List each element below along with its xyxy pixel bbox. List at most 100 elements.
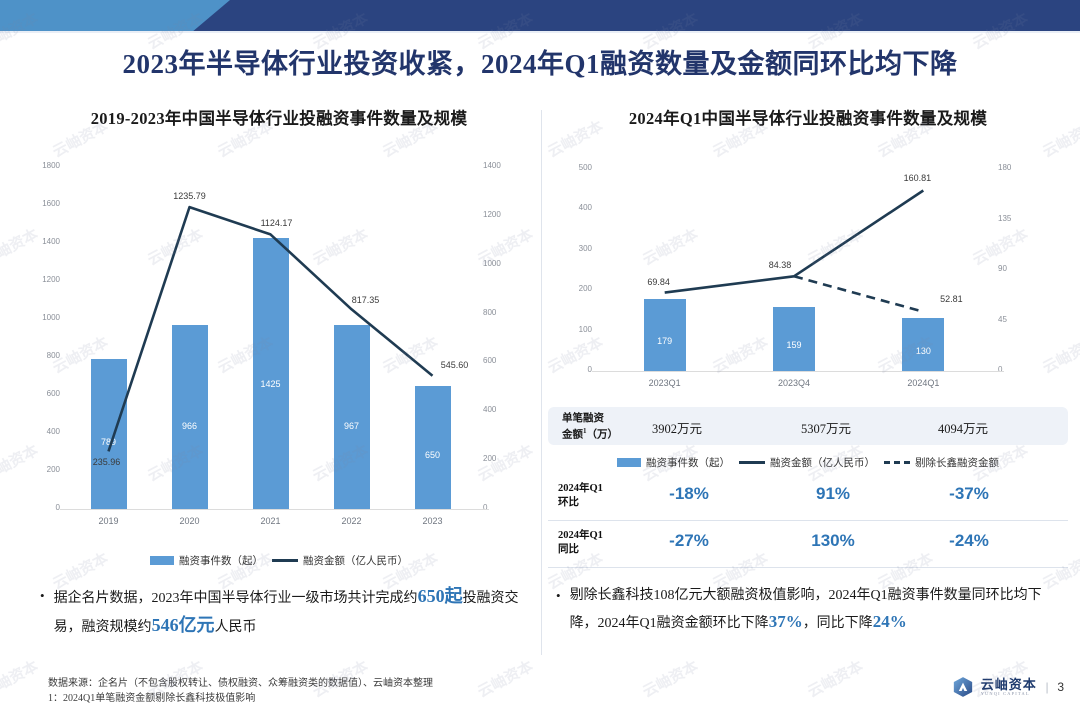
line-value-label: 69.84 [647, 276, 670, 287]
y-axis-right-tick: 800 [483, 307, 497, 317]
row-label-line1: 2024年Q1 [558, 483, 603, 494]
left-chart: 0 200 400 600 800 1000 1200 1400 1600 1800 0 200 400… [18, 147, 523, 547]
brand-separator: | [1045, 679, 1049, 694]
x-axis-tick: 2023Q1 [648, 378, 681, 388]
x-axis-line [60, 509, 489, 510]
bullet-text-pre: 据企名片数据，2023年中国半导体行业一级市场共计完成约 [53, 591, 418, 606]
dashed-line-swatch-icon [884, 461, 910, 464]
y-axis-right-tick: 90 [998, 264, 1007, 273]
cell-qoq-adjusted: -37% [949, 484, 989, 503]
bar-2019 [90, 359, 127, 509]
bullet-text: 据企名片数据，2023年中国半导体行业一级市场共计完成约650起投融资交易，融资… [54, 583, 540, 641]
y-axis-left-tick: 1200 [42, 275, 60, 284]
legend-item-bar: 融资事件数（起） [617, 455, 730, 470]
line-swatch-icon [272, 559, 298, 562]
row-label-line2: 环比 [558, 497, 579, 508]
bullet-text-mid: ，同比下降 [802, 616, 873, 631]
x-axis-tick: 2023Q4 [777, 378, 811, 388]
bullet-highlight-1: 650起 [417, 586, 463, 606]
cell-yoy-events: -27% [669, 531, 709, 550]
dashed-line-path [793, 275, 924, 313]
y-axis-left-tick: 800 [46, 351, 60, 360]
brand-block: 云岫资本 YUNQI CAPITAL | 3 [952, 676, 1064, 698]
y-axis-left-tick: 400 [578, 203, 592, 213]
right-chart: 0 100 200 300 400 500 0 45 90 135 180 179 159 130 69.8… [548, 147, 1048, 399]
bullet-text: 剔除长鑫科技108亿元大额融资极值影响，2024年Q1融资事件数量同环比均下降，… [570, 583, 1061, 637]
summary-value-2023q1: 3902万元 [652, 422, 703, 436]
y-axis-right-tick: 180 [998, 163, 1012, 172]
bullet-text-mid: 投融资交易，融资规模约 [53, 591, 519, 635]
bar-2023 [414, 385, 451, 509]
bullet-item: • 据企名片数据，2023年中国半导体行业一级市场共计完成约650起投融资交易，… [40, 583, 540, 641]
y-axis-left-tick: 200 [46, 465, 60, 474]
y-axis-right-tick: 200 [483, 454, 497, 464]
line-value-label: 52.81 [940, 293, 963, 304]
summary-label-line1: 单笔融资 [562, 413, 604, 424]
bar-2020 [171, 325, 208, 509]
bar-value-label: 130 [915, 345, 931, 356]
left-chart-legend: 融资事件数（起） 融资金额（亿人民币） [18, 553, 540, 568]
y-axis-right-tick: 600 [483, 356, 497, 366]
line-value-label: 1235.79 [173, 191, 206, 202]
line-value-label: 160.81 [903, 172, 932, 183]
y-axis-right-tick: 1200 [483, 209, 501, 219]
summary-label-line2: 金额 [562, 429, 583, 441]
cell-qoq-events: -18% [669, 484, 709, 503]
y-axis-left-tick: 500 [578, 163, 592, 172]
line-value-label: 84.38 [768, 260, 792, 271]
line-value-label: 817.35 [351, 295, 380, 306]
right-bullet-block: • 剔除长鑫科技108亿元大额融资极值影响，2024年Q1融资事件数量同环比均下… [556, 583, 1061, 637]
ratio-table-wrap: 2024年Q1 环比 -18% 91% -37% 2024年Q1 同比 -27%… [548, 474, 1068, 570]
left-bullet-block: • 据企名片数据，2023年中国半导体行业一级市场共计完成约650起投融资交易，… [40, 583, 540, 641]
line-value-label: 1124.17 [260, 218, 293, 229]
y-axis-right-tick: 0 [998, 365, 1003, 374]
line-value-label: 235.96 [92, 457, 121, 468]
page-title: 2023年半导体行业投资收紧，2024年Q1融资数量及金额同环比均下降 [122, 49, 958, 79]
legend-item-line: 融资金额（亿人民币） [272, 553, 408, 568]
summary-band-wrap: 单笔融资 金额1（万） 3902万元 5307万元 4094万元 [548, 407, 1068, 451]
banner-underline [0, 31, 1080, 33]
left-panel: 2019-2023年中国半导体行业投融资事件数量及规模 0 200 400 600 80… [18, 105, 540, 568]
bar-swatch-icon [617, 458, 641, 467]
bullet-highlight-1: 37% [768, 612, 803, 631]
brand-subtitle: YUNQI CAPITAL [980, 690, 1030, 696]
table-row: 2024年Q1 环比 -18% 91% -37% [548, 474, 1068, 521]
y-axis-right-tick: 1000 [483, 258, 501, 268]
x-axis-tick: 2021 [260, 516, 281, 526]
y-axis-left-tick: 1400 [42, 237, 60, 246]
footer-source: 数据来源：企名片（不包含股权转让、债权融资、众筹融资类的数据值）、云岫资本整理 … [48, 676, 668, 706]
bullet-marker: • [556, 588, 561, 603]
bar-value-label: 789 [100, 437, 117, 448]
legend-label: 融资金额（亿人民币） [770, 458, 875, 469]
line-series-layer [664, 189, 925, 313]
watermark-text: 云岫资本 [805, 658, 866, 701]
y-axis-right-tick: 135 [998, 213, 1012, 223]
bar-2022 [333, 325, 370, 509]
bullet-text-post: 人民币 [214, 620, 257, 635]
line-value-label: 545.60 [440, 359, 469, 370]
footer-line-1: 数据来源：企名片（不包含股权转让、债权融资、众筹融资类的数据值）、云岫资本整理 [48, 678, 433, 689]
y-axis-left-tick: 1800 [42, 161, 60, 170]
bar-value-label: 179 [657, 336, 673, 347]
cell-qoq-amount: 91% [815, 484, 851, 503]
header-banner [0, 0, 1080, 33]
bar-2021 [252, 238, 289, 509]
bar-2024Q1 [902, 318, 945, 371]
bullet-highlight-2: 24% [872, 612, 907, 631]
bar-value-label: 1425 [260, 379, 281, 390]
right-chart-title: 2024年Q1中国半导体行业投融资事件数量及规模 [628, 109, 988, 128]
line-series-layer [107, 205, 434, 452]
legend-label: 融资金额（亿人民币） [303, 556, 408, 567]
left-chart-title: 2019-2023年中国半导体行业投融资事件数量及规模 [90, 109, 468, 128]
right-chart-legend: 融资事件数（起） 融资金额（亿人民币） 剔除长鑫融资金额 [548, 455, 1068, 470]
y-axis-left-tick: 0 [587, 365, 592, 374]
x-axis-tick: 2020 [179, 516, 200, 526]
bar-value-label: 966 [181, 420, 198, 431]
banner-light-band [0, 0, 230, 33]
bullet-text-pre: 剔除长鑫科技108亿元大额融资极值影响，2024年Q1融资事件数量同环比均下降，… [569, 588, 1042, 631]
legend-label: 融资事件数（起） [646, 458, 730, 469]
brand-text: 云岫资本 YUNQI CAPITAL [981, 678, 1037, 697]
logo-icon [952, 676, 974, 698]
right-panel: 2024年Q1中国半导体行业投融资事件数量及规模 0 100 200 300 400 50… [548, 105, 1068, 570]
